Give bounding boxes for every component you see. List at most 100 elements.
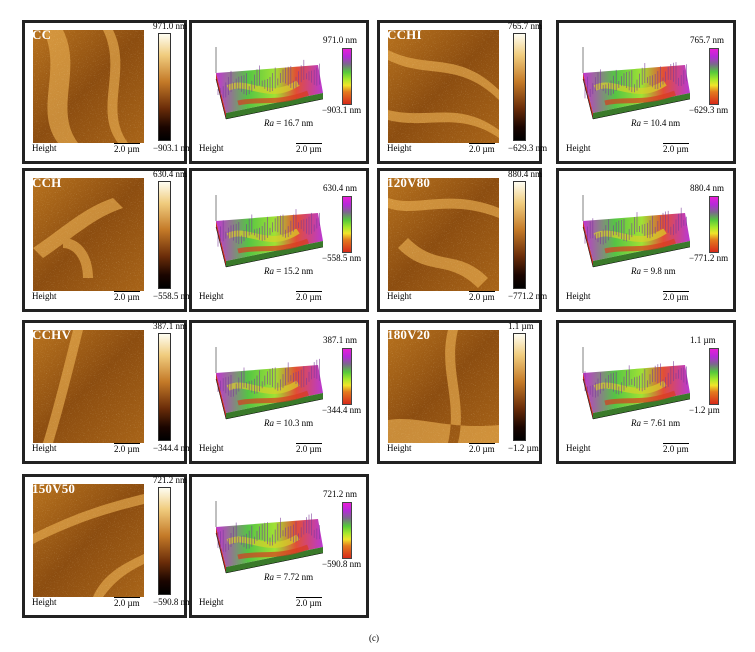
afm-3d-panel: 721.2 nm −590.8 nm Ra = 7.72 nm Height 2…	[189, 474, 369, 618]
afm-3d-surface	[215, 47, 324, 120]
colorbar-max: 387.1 nm	[153, 321, 188, 331]
height-label: Height	[387, 143, 412, 153]
scale-bar: 2.0 µm	[114, 291, 140, 302]
colorbar-min: −629.3 nm	[508, 143, 548, 153]
scale-bar: 2.0 µm	[114, 597, 140, 608]
roughness-value: Ra = 9.8 nm	[631, 266, 676, 276]
height-label: Height	[387, 291, 412, 301]
colorbar-min: −1.2 µm	[508, 443, 539, 453]
roughness-value: Ra = 15.2 nm	[264, 266, 314, 276]
colorbar-max: 765.7 nm	[690, 35, 725, 45]
roughness-value: Ra = 16.7 nm	[264, 118, 314, 128]
colorbar-min: −344.4 nm	[322, 405, 362, 415]
afm-2d-panel: 150V50 721.2 nm −590.8 nm Height 2.0 µm	[22, 474, 192, 618]
height-colorbar	[513, 333, 526, 441]
height-colorbar-3d	[709, 348, 719, 405]
colorbar-max: 880.4 nm	[508, 169, 543, 179]
height-colorbar	[158, 487, 171, 595]
height-colorbar-3d	[709, 48, 719, 105]
sample-label: 150V50	[32, 481, 76, 496]
colorbar-min: −1.2 µm	[689, 405, 720, 415]
height-label: Height	[199, 143, 224, 153]
afm-3d-panel: 1.1 µm −1.2 µm Ra = 7.61 nm Height 2.0 µ…	[556, 320, 736, 464]
colorbar-min: −629.3 nm	[689, 105, 729, 115]
afm-3d-panel: 387.1 nm −344.4 nm Ra = 10.3 nm Height 2…	[189, 320, 369, 464]
afm-3d-panel: 630.4 nm −558.5 nm Ra = 15.2 nm Height 2…	[189, 168, 369, 312]
colorbar-max: 387.1 nm	[323, 335, 358, 345]
sample-label: CC	[32, 27, 52, 42]
colorbar-max: 630.4 nm	[323, 183, 358, 193]
height-label: Height	[387, 443, 412, 453]
colorbar-max: 630.4 nm	[153, 169, 188, 179]
sample-label: CCH	[32, 175, 62, 190]
height-label: Height	[32, 597, 57, 607]
colorbar-min: −558.5 nm	[153, 291, 193, 301]
figure-caption: (c)	[369, 633, 379, 643]
afm-3d-surface	[582, 347, 691, 420]
scale-bar: 2.0 µm	[663, 443, 689, 454]
colorbar-min: −903.1 nm	[322, 105, 362, 115]
afm-height-image	[33, 484, 144, 597]
colorbar-min: −344.4 nm	[153, 443, 193, 453]
afm-height-image	[388, 178, 499, 291]
sample-label: CCHI	[387, 27, 422, 42]
afm-height-image	[388, 30, 499, 143]
afm-3d-surface	[582, 195, 691, 268]
afm-3d-surface	[215, 501, 324, 574]
height-colorbar-3d	[342, 196, 352, 253]
sample-label: 180V20	[387, 327, 431, 342]
scale-bar: 2.0 µm	[296, 143, 322, 154]
afm-height-image	[33, 178, 144, 291]
scale-bar: 2.0 µm	[663, 143, 689, 154]
scale-bar: 2.0 µm	[114, 143, 140, 154]
afm-3d-surface	[215, 195, 324, 268]
scale-bar: 2.0 µm	[469, 143, 495, 154]
height-colorbar	[158, 333, 171, 441]
afm-2d-panel: CC 971.0 nm −903.1 nm Height 2.0 µm	[22, 20, 192, 164]
colorbar-min: −771.2 nm	[689, 253, 729, 263]
height-label: Height	[32, 143, 57, 153]
afm-3d-surface	[215, 347, 324, 420]
colorbar-min: −903.1 nm	[153, 143, 193, 153]
colorbar-max: 971.0 nm	[323, 35, 358, 45]
afm-2d-panel: 120V80 880.4 nm −771.2 nm Height 2.0 µm	[377, 168, 547, 312]
afm-height-image	[388, 330, 499, 443]
colorbar-max: 765.7 nm	[508, 21, 543, 31]
roughness-value: Ra = 10.4 nm	[631, 118, 681, 128]
height-label: Height	[32, 291, 57, 301]
colorbar-max: 880.4 nm	[690, 183, 725, 193]
roughness-value: Ra = 7.72 nm	[264, 572, 314, 582]
height-colorbar-3d	[342, 502, 352, 559]
height-colorbar	[158, 181, 171, 289]
height-colorbar	[513, 181, 526, 289]
scale-bar: 2.0 µm	[296, 597, 322, 608]
colorbar-max: 971.0 nm	[153, 21, 188, 31]
height-label: Height	[199, 443, 224, 453]
height-colorbar-3d	[342, 48, 352, 105]
height-label: Height	[566, 443, 591, 453]
afm-2d-panel: 180V20 1.1 µm −1.2 µm Height 2.0 µm	[377, 320, 542, 464]
sample-label: 120V80	[387, 175, 431, 190]
colorbar-max: 1.1 µm	[508, 321, 534, 331]
roughness-value: Ra = 10.3 nm	[264, 418, 314, 428]
scale-bar: 2.0 µm	[114, 443, 140, 454]
afm-height-image	[33, 330, 144, 443]
colorbar-min: −558.5 nm	[322, 253, 362, 263]
sample-label: CCHV	[32, 327, 72, 342]
afm-2d-panel: CCHV 387.1 nm −344.4 nm Height 2.0 µm	[22, 320, 192, 464]
height-colorbar-3d	[709, 196, 719, 253]
height-label: Height	[566, 143, 591, 153]
scale-bar: 2.0 µm	[469, 443, 495, 454]
afm-2d-panel: CCHI 765.7 nm −629.3 nm Height 2.0 µm	[377, 20, 547, 164]
colorbar-max: 721.2 nm	[153, 475, 188, 485]
colorbar-min: −771.2 nm	[508, 291, 548, 301]
afm-3d-panel: 765.7 nm −629.3 nm Ra = 10.4 nm Height 2…	[556, 20, 736, 164]
height-label: Height	[32, 443, 57, 453]
roughness-value: Ra = 7.61 nm	[631, 418, 681, 428]
colorbar-max: 1.1 µm	[690, 335, 716, 345]
scale-bar: 2.0 µm	[663, 291, 689, 302]
height-label: Height	[199, 291, 224, 301]
height-colorbar-3d	[342, 348, 352, 405]
height-colorbar	[513, 33, 526, 141]
afm-3d-panel: 880.4 nm −771.2 nm Ra = 9.8 nm Height 2.…	[556, 168, 736, 312]
